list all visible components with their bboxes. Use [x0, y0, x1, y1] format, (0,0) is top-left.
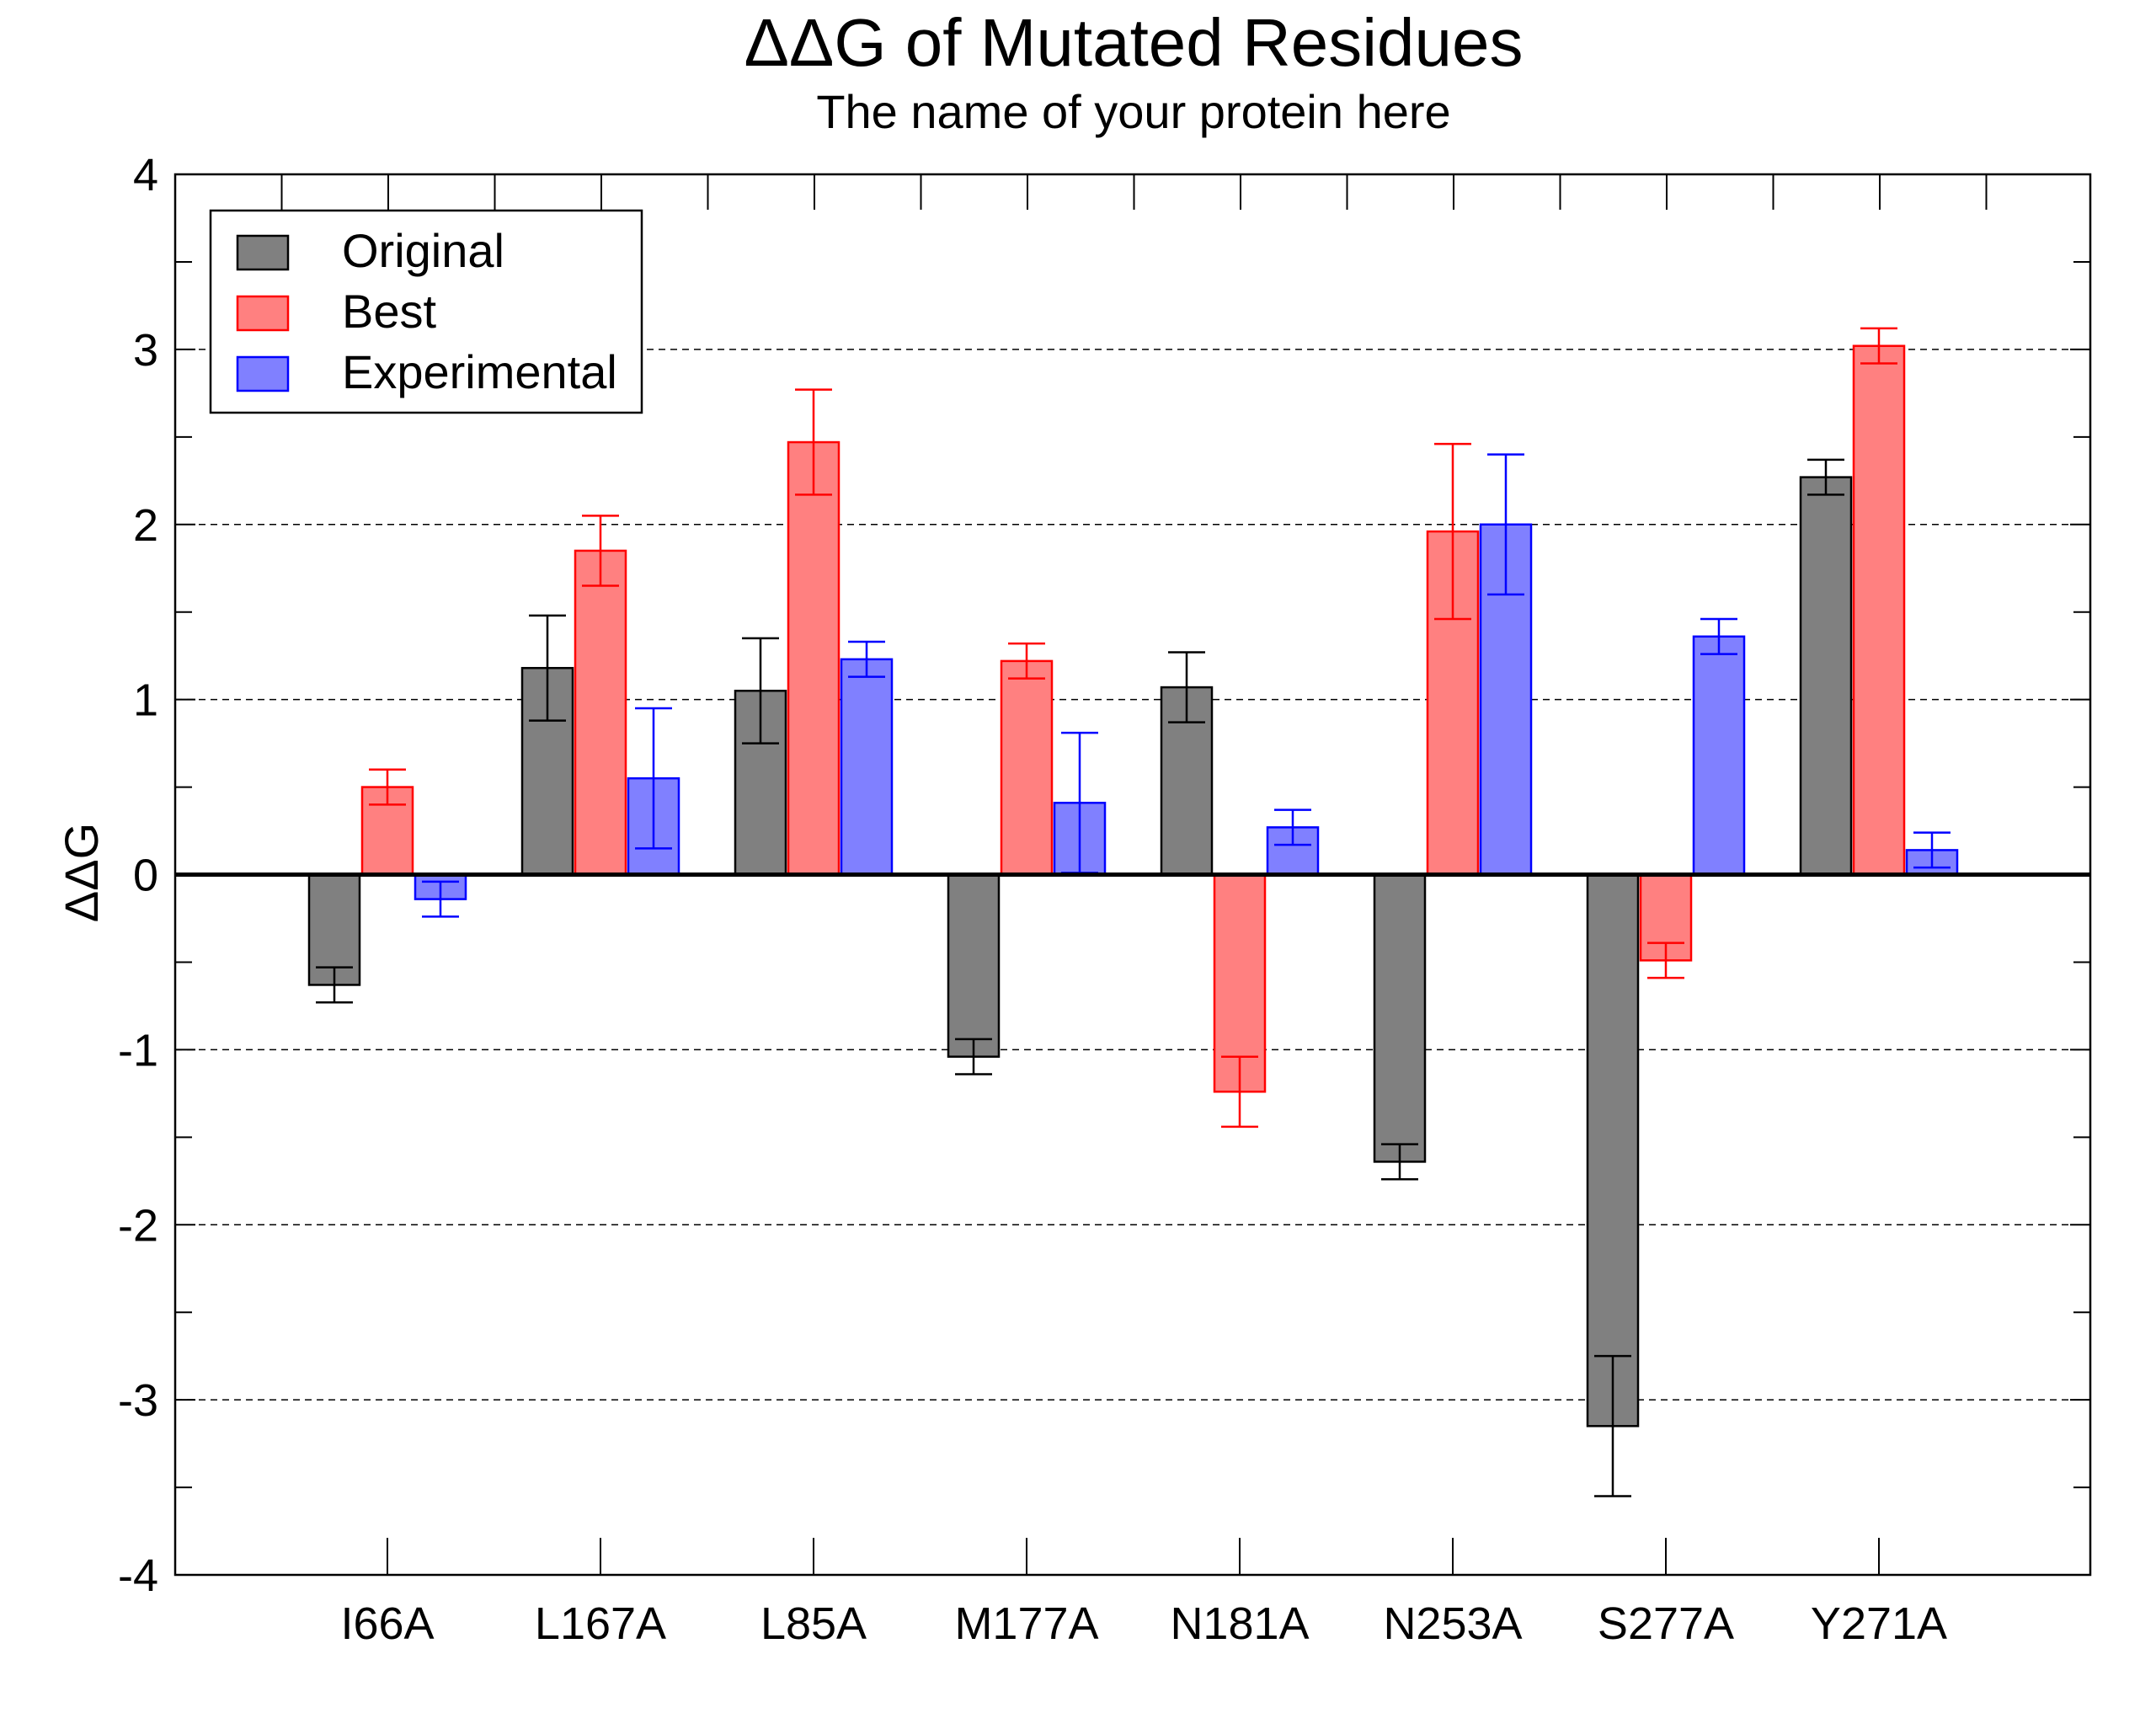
bar-best: [1852, 344, 1906, 876]
legend-label-best: Best: [342, 285, 436, 338]
legend-swatch-experimental: [236, 355, 290, 392]
chart-title: ΔΔG of Mutated Residues: [744, 5, 1523, 80]
y-tick-label: -1: [118, 1025, 158, 1075]
axes: -4 -3 -2 -1 0 1 2 3 4 I66A L167A L85A M177A N181A N253…: [118, 150, 2092, 1649]
bars: [307, 327, 1959, 1497]
bar-experimental: [1692, 635, 1746, 876]
y-tick-label: -3: [118, 1375, 158, 1426]
y-axis-label: ΔΔG: [55, 823, 108, 922]
x-tick-label: N253A: [1383, 1598, 1522, 1649]
y-tick-label: 3: [133, 325, 158, 376]
y-tick-label: 2: [133, 500, 158, 551]
bar-best: [787, 440, 841, 876]
y-tick-label: -4: [118, 1550, 158, 1601]
legend-label-original: Original: [342, 224, 504, 277]
y-tick-label: 0: [133, 851, 158, 901]
bar-original: [1373, 873, 1427, 1163]
bar-original: [1586, 873, 1640, 1427]
x-tick-label: I66A: [340, 1598, 434, 1649]
x-tick-label: L167A: [535, 1598, 666, 1649]
x-tick-label: Y271A: [1811, 1598, 1947, 1649]
bar-best: [574, 549, 627, 876]
y-tick-label: 1: [133, 675, 158, 726]
bar-best: [1213, 873, 1267, 1093]
legend-swatch-original: [236, 234, 290, 271]
x-tick-label: M177A: [954, 1598, 1098, 1649]
x-tick-label: L85A: [760, 1598, 867, 1649]
bar-original: [947, 873, 1001, 1058]
legend: Original Best Experimental: [209, 209, 643, 414]
y-tick-label: -2: [118, 1200, 158, 1251]
legend-label-experimental: Experimental: [342, 345, 617, 398]
x-tick-label: S277A: [1598, 1598, 1734, 1649]
legend-swatch-best: [236, 295, 290, 332]
y-tick-label: 4: [133, 150, 158, 200]
bar-experimental: [840, 658, 894, 876]
bar-original: [1799, 476, 1853, 876]
chart-subtitle: The name of your protein here: [816, 85, 1450, 138]
bar-best: [1000, 659, 1054, 876]
x-tick-label: N181A: [1170, 1598, 1309, 1649]
